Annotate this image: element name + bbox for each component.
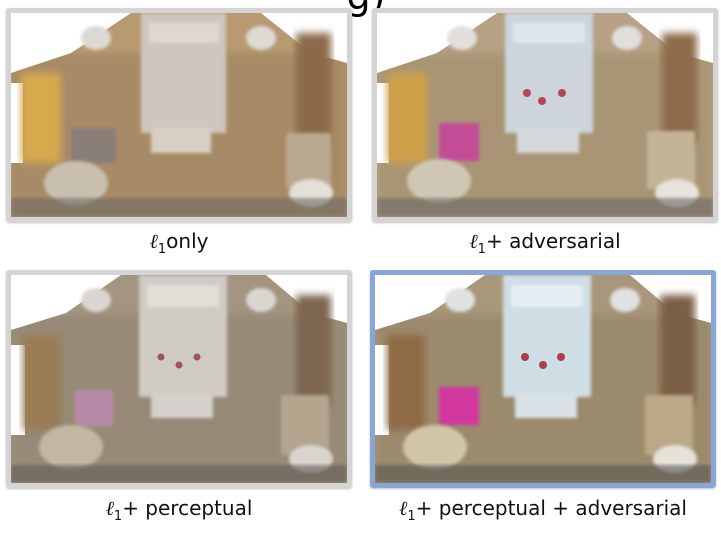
- caption-text: + adversarial: [485, 229, 621, 253]
- render-panel-l1-perceptual: [6, 270, 352, 488]
- loss-symbol: ℓ: [469, 229, 478, 253]
- loss-subscript: 1: [157, 242, 167, 257]
- bedroom-render-image: [375, 275, 711, 483]
- caption-l1-perceptual-adversarial: ℓ1+ perceptual + adversarial: [370, 495, 716, 525]
- loss-symbol: ℓ: [399, 496, 408, 520]
- caption-l1-only: ℓ1only: [6, 228, 352, 258]
- loss-subscript: 1: [477, 242, 486, 257]
- render-panel-l1-only: [6, 8, 352, 222]
- caption-l1-adversarial: ℓ1+ adversarial: [372, 228, 718, 258]
- render-panel-l1-perceptual-adversarial: [370, 270, 716, 488]
- loss-subscript: 1: [407, 509, 416, 524]
- caption-text: + perceptual + adversarial: [415, 496, 687, 520]
- caption-text: only: [166, 229, 209, 253]
- caption-text: + perceptual: [122, 496, 253, 520]
- loss-subscript: 1: [113, 509, 123, 524]
- bedroom-render-image: [377, 13, 713, 217]
- loss-symbol: ℓ: [105, 496, 114, 520]
- loss-symbol: ℓ: [149, 229, 158, 253]
- bedroom-render-image: [11, 13, 347, 217]
- caption-l1-perceptual: ℓ1+ perceptual: [6, 495, 352, 525]
- render-panel-l1-adversarial: [372, 8, 718, 222]
- bedroom-render-image: [11, 275, 347, 483]
